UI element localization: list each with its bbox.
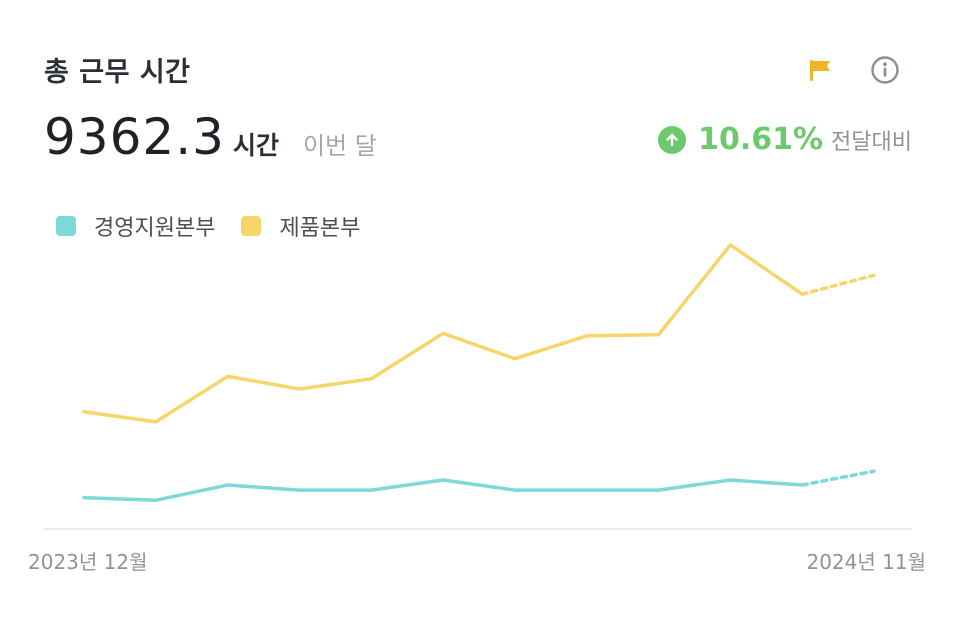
series-2-point-2024-03[interactable] [293,383,305,395]
summary-value-row: 9362.3 시간 이번 달 [44,108,377,166]
x-axis-end-label: 2024년 11월 [806,550,926,574]
series-2-point-2024-10[interactable] [796,288,808,300]
series-1-point-2024-03[interactable] [293,484,305,496]
change-label: 전달대비 [831,129,912,155]
series-2-point-2024-01[interactable] [150,416,162,428]
series-2-point-2024-09[interactable] [724,239,736,251]
change-percent: 10.61% [698,122,824,157]
series-2-projection [800,273,876,296]
x-axis-start-label: 2023년 12월 [28,550,148,574]
card-title: 총 근무 시간 [44,57,191,88]
total-hours-value: 9362.3 [44,108,225,166]
chart-legend: 경영지원본부 제품본부 [56,210,386,242]
series-2-point-2024-04[interactable] [365,373,377,385]
series-1-line [82,478,804,502]
series-1-point-2024-10[interactable] [796,479,808,491]
legend-label-series-2: 제품본부 [279,216,361,241]
series-2-point-2024-02[interactable] [222,370,234,382]
series-2-line [82,243,804,424]
series-2-point-2023-12[interactable] [78,406,90,418]
period-label: 이번 달 [302,132,377,160]
legend-label-series-1: 경영지원본부 [94,216,216,241]
series-1-point-2024-09[interactable] [724,474,736,486]
series-1-projection [800,469,876,487]
series-1-point-2024-02[interactable] [222,479,234,491]
series-2-point-2024-11[interactable] [868,269,880,281]
series-1-point-2023-12[interactable] [78,492,90,504]
series-1-point-2024-06[interactable] [509,484,521,496]
series-1-point-2024-05[interactable] [437,474,449,486]
series-1-point-2024-08[interactable] [653,484,665,496]
change-indicator: 10.61% 전달대비 [658,122,912,157]
info-button[interactable] [869,54,901,86]
series-1-point-2024-07[interactable] [581,484,593,496]
legend-item-series-2[interactable]: 제품본부 [241,210,360,242]
series-2-point-2024-08[interactable] [653,329,665,341]
legend-swatch-series-2 [241,216,262,236]
arrow-up-icon [658,125,687,154]
flag-icon [810,60,830,81]
series-1-point-2024-11[interactable] [868,465,880,477]
series-1-point-2024-01[interactable] [150,494,162,506]
series-1-point-2024-04[interactable] [365,484,377,496]
info-icon [871,56,899,84]
legend-item-series-1[interactable]: 경영지원본부 [56,210,215,242]
series-2-point-2024-07[interactable] [581,330,593,342]
series-2-point-2024-05[interactable] [437,327,449,339]
total-hours-unit: 시간 [232,131,279,160]
series-2-point-2024-06[interactable] [509,353,521,365]
legend-swatch-series-1 [56,216,76,236]
flag-button[interactable] [804,54,836,86]
